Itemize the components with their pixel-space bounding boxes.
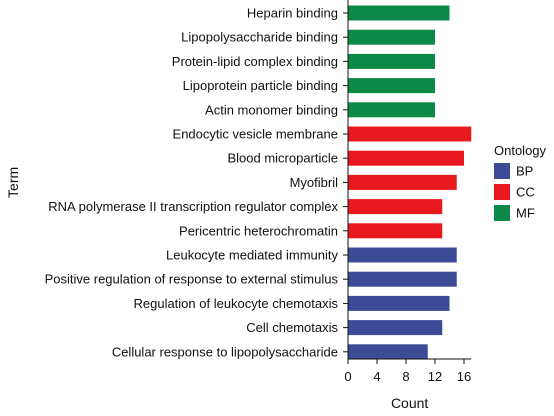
legend-label-mf: MF — [516, 206, 535, 221]
legend-title: Ontology — [494, 143, 547, 158]
bar-3 — [348, 78, 435, 94]
legend-label-cc: CC — [516, 185, 535, 200]
x-axis: 0 4 8 12 16 — [344, 358, 472, 384]
bars-layer — [348, 5, 472, 360]
category-label-8: RNA polymerase II transcription regulato… — [48, 199, 338, 214]
category-label-11: Positive regulation of response to exter… — [45, 272, 339, 287]
bar-13 — [348, 320, 443, 336]
bar-10 — [348, 247, 457, 263]
bar-0 — [348, 5, 450, 21]
category-label-4: Actin monomer binding — [205, 102, 338, 117]
category-label-10: Leukocyte mediated immunity — [166, 248, 338, 263]
bar-7 — [348, 174, 457, 190]
bar-1 — [348, 29, 435, 45]
bar-12 — [348, 295, 450, 311]
bar-8 — [348, 199, 443, 215]
bar-4 — [348, 102, 435, 118]
bar-14 — [348, 344, 428, 360]
x-tick-label-2: 8 — [402, 369, 409, 384]
legend-items: BP CC MF — [494, 163, 535, 221]
bar-11 — [348, 271, 457, 287]
legend-label-bp: BP — [516, 164, 533, 179]
category-label-1: Lipopolysaccharide binding — [181, 30, 338, 45]
x-tick-label-1: 4 — [373, 369, 380, 384]
bar-5 — [348, 126, 472, 142]
category-label-2: Protein-lipid complex binding — [172, 54, 338, 69]
category-label-0: Heparin binding — [247, 6, 338, 21]
category-label-14: Cellular response to lipopolysaccharide — [112, 344, 338, 359]
category-label-12: Regulation of leukocyte chemotaxis — [133, 296, 338, 311]
category-label-3: Lipoprotein particle binding — [183, 78, 338, 93]
category-label-13: Cell chemotaxis — [246, 320, 338, 335]
x-tick-label-4: 16 — [457, 369, 471, 384]
bar-9 — [348, 223, 443, 239]
legend: Ontology BP CC MF — [494, 143, 547, 221]
bar-6 — [348, 150, 464, 166]
x-tick-label-3: 12 — [428, 369, 442, 384]
category-label-7: Myofibril — [290, 175, 339, 190]
x-tick-label-0: 0 — [344, 369, 351, 384]
y-axis-title: Term — [5, 167, 21, 198]
category-label-6: Blood microparticle — [227, 151, 338, 166]
legend-swatch-bp — [494, 163, 510, 179]
bar-2 — [348, 53, 435, 69]
legend-swatch-cc — [494, 184, 510, 200]
category-label-5: Endocytic vesicle membrane — [173, 127, 338, 142]
y-axis: Heparin binding Lipopolysaccharide bindin… — [45, 0, 349, 359]
x-axis-title: Count — [391, 395, 428, 411]
category-label-9: Pericentric heterochromatin — [179, 223, 338, 238]
legend-swatch-mf — [494, 205, 510, 221]
